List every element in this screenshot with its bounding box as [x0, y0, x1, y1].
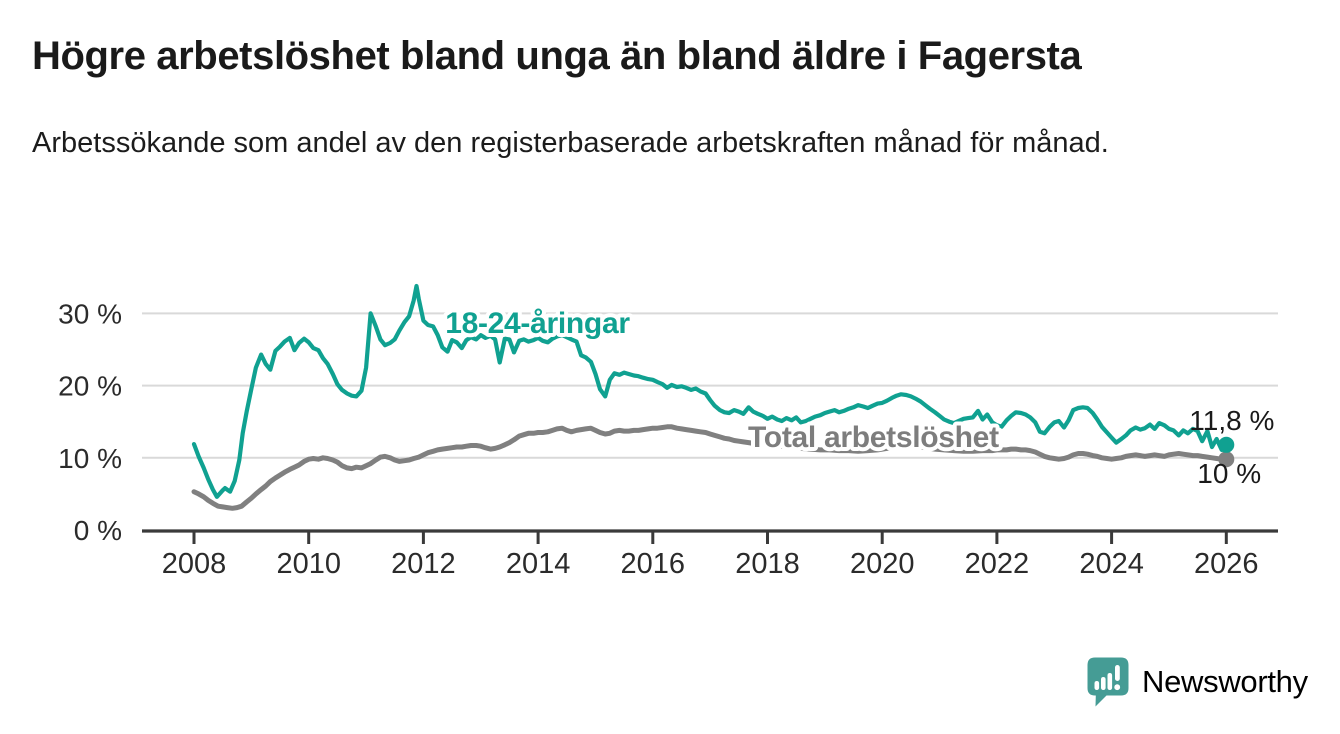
x-tick-label-2008: 2008: [162, 548, 227, 580]
end-annotations: 10 % 11,8 %: [1189, 405, 1274, 489]
y-tick-label-10: 10 %: [58, 443, 122, 474]
end-value-label-young: 11,8 %: [1189, 405, 1274, 436]
series-line-young: [191, 283, 1229, 499]
series-line-total: [191, 424, 1229, 511]
bar-chart-glyph: [1094, 673, 1113, 690]
exclamation-glyph: [1114, 665, 1121, 691]
x-tick-label-2016: 2016: [621, 548, 686, 580]
x-axis: 2008 2010 2012 2014 2016 2018 2020 2022 2024 2026: [142, 529, 1278, 580]
end-dot-young: [1218, 436, 1235, 453]
y-tick-label-30: 30 %: [58, 298, 122, 329]
series-label-young: 18-24-åringar: [445, 307, 630, 340]
x-tick-label-2024: 2024: [1079, 548, 1144, 580]
x-tick-label-2010: 2010: [276, 548, 341, 580]
end-value-label-total: 10 %: [1197, 458, 1261, 489]
y-axis: 0 % 10 % 20 % 30 %: [58, 298, 122, 546]
x-tick-label-2012: 2012: [391, 548, 456, 580]
page-title: Högre arbetslöshet bland unga än bland ä…: [32, 34, 1082, 78]
end-dot-total: [1218, 451, 1235, 468]
y-tick-label-0: 0 %: [74, 515, 122, 546]
newsworthy-logo: Newsworthy: [1086, 654, 1308, 710]
x-tick-label-2014: 2014: [506, 548, 571, 580]
x-tick-label-2018: 2018: [735, 548, 800, 580]
x-tick-label-2022: 2022: [965, 548, 1030, 580]
x-tick-label-2026: 2026: [1194, 548, 1259, 580]
series-lines: [191, 283, 1229, 511]
x-tick-label-2020: 2020: [850, 548, 915, 580]
series-label-halo-young: 18-24-åringar: [445, 307, 630, 340]
chart-subtitle: Arbetssökande som andel av den registerb…: [32, 127, 1109, 159]
newsworthy-logo-text: Newsworthy: [1142, 664, 1308, 699]
series-label-total: Total arbetslöshet: [748, 421, 999, 454]
y-tick-label-20: 20 %: [58, 371, 122, 402]
newsworthy-logo-icon: [1087, 657, 1129, 707]
series-label-halo-total: Total arbetslöshet: [748, 421, 999, 454]
